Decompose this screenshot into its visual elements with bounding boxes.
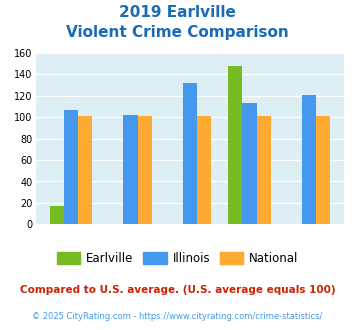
Legend: Earlville, Illinois, National: Earlville, Illinois, National [52,247,303,269]
Text: Violent Crime Comparison: Violent Crime Comparison [66,25,289,40]
Text: Compared to U.S. average. (U.S. average equals 100): Compared to U.S. average. (U.S. average … [20,285,335,295]
Bar [242,103,257,224]
Text: © 2025 CityRating.com - https://www.cityrating.com/crime-statistics/: © 2025 CityRating.com - https://www.city… [32,312,323,321]
Bar [197,116,211,224]
Bar [138,116,152,224]
Bar [50,206,64,224]
Bar [257,116,271,224]
Bar [78,116,92,224]
Bar [316,116,330,224]
Bar [183,83,197,224]
Bar [228,66,242,224]
Bar [123,115,138,224]
Text: 2019 Earlville: 2019 Earlville [119,5,236,20]
Bar [64,110,78,224]
Bar [302,95,316,224]
